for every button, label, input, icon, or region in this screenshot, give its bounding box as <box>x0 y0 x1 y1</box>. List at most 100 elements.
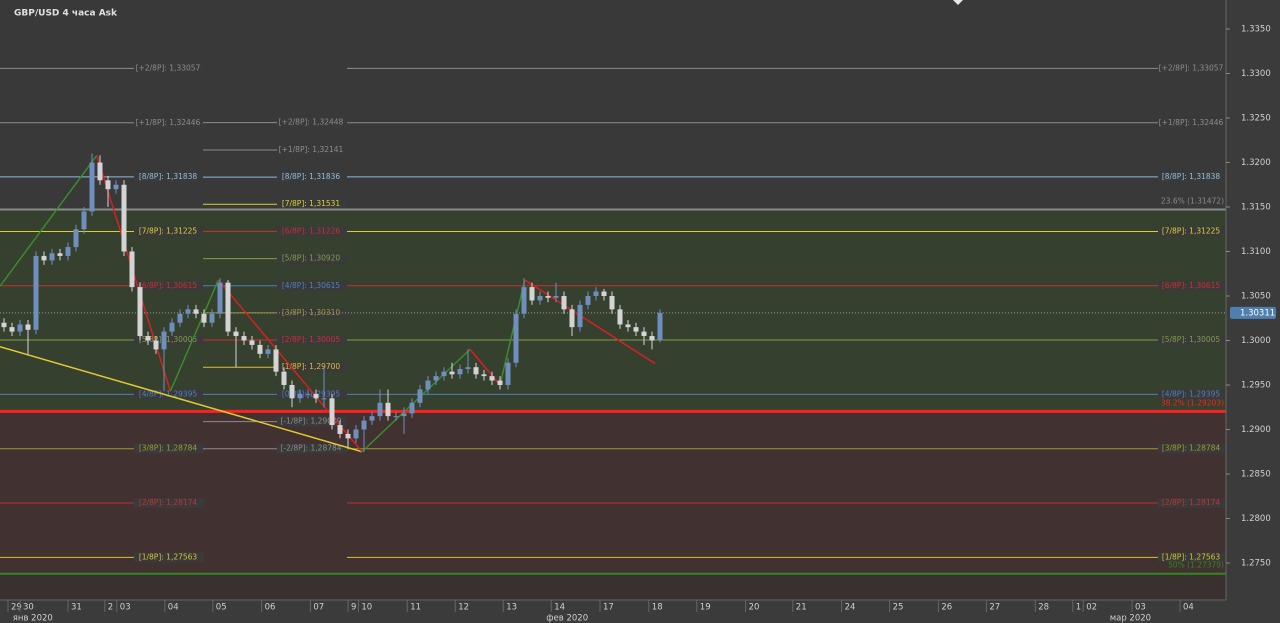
level-label: [2/8P]: 1,30005 <box>282 335 341 344</box>
x-tick-label: 17 <box>603 603 614 613</box>
candle-body <box>489 376 495 381</box>
zigzag-segment <box>169 279 220 392</box>
y-tick-label: 1.3000 <box>1241 336 1271 346</box>
level-label: [6/8P]: 1,30615 <box>1162 281 1221 290</box>
x-tick-label: 26 <box>941 603 952 613</box>
label-bg <box>1158 443 1226 454</box>
y-tick-label: 1.3300 <box>1241 69 1271 79</box>
candle-body <box>217 282 223 314</box>
label-bg <box>277 389 347 400</box>
x-tick-label: 07 <box>313 603 324 613</box>
candle-body <box>233 331 239 337</box>
x-tick-label: 04 <box>168 603 179 613</box>
candle-body <box>33 255 39 330</box>
y-tick-label: 1.3350 <box>1241 25 1271 35</box>
candle-body <box>265 349 271 354</box>
x-tick-label: 30 <box>23 603 34 613</box>
fib-label: 50% (1.27379) <box>1168 561 1224 570</box>
x-tick-label: 03 <box>120 603 131 613</box>
level-label: [3/8P]: 1,28784 <box>1162 444 1221 453</box>
x-tick-label: 10 <box>361 603 372 613</box>
candle-body <box>105 180 111 190</box>
level-label: [7/8P]: 1,31531 <box>282 199 341 208</box>
level-label: [6/8P]: 1,30615 <box>139 281 198 290</box>
level-label: [-1/8P]: 1,29089 <box>280 417 341 426</box>
x-tick-label: 19 <box>700 603 711 613</box>
candle-body <box>473 367 479 375</box>
x-tick-label: 11 <box>410 603 421 613</box>
candle-body <box>65 247 71 256</box>
level-label: [5/8P]: 1,30005 <box>1162 335 1221 344</box>
candle-body <box>185 309 191 314</box>
y-tick-label: 1.2750 <box>1241 558 1271 568</box>
candle-body <box>225 282 231 332</box>
trendline <box>0 346 363 453</box>
zigzag-segment <box>469 348 501 386</box>
label-bg <box>1158 63 1226 74</box>
candle-body <box>209 313 215 323</box>
candle-body <box>89 162 95 212</box>
label-bg <box>134 117 204 128</box>
candle-body <box>361 420 367 430</box>
label-bg <box>277 443 347 454</box>
candle-body <box>449 371 455 375</box>
time-axis-bg <box>0 600 1280 623</box>
label-bg <box>1158 117 1226 128</box>
candle-body <box>353 429 359 439</box>
candle-body <box>73 229 79 248</box>
y-tick-label: 1.2800 <box>1241 514 1271 524</box>
level-label: [7/8P]: 1,31225 <box>139 226 198 235</box>
x-tick-label: 9 <box>351 603 356 613</box>
candle-body <box>561 295 567 310</box>
level-label: [-2/8P]: 1,28784 <box>280 444 341 453</box>
level-label: [4/8P]: 1,29395 <box>139 389 198 398</box>
y-tick-label: 1.3050 <box>1241 291 1271 301</box>
label-bg <box>134 552 204 563</box>
x-tick-label: 29 <box>11 603 22 613</box>
level-label: [5/8P]: 1,30920 <box>282 254 341 263</box>
candle-body <box>153 340 159 350</box>
zigzag-segment <box>0 154 98 287</box>
candle-body <box>345 433 351 439</box>
level-label: [+2/8P]: 1,32448 <box>279 118 344 127</box>
candle-body <box>201 313 207 323</box>
x-tick-label: 21 <box>796 603 807 613</box>
candle-body <box>585 295 591 305</box>
candle-body <box>457 368 463 375</box>
label-bg <box>134 389 204 400</box>
candle-body <box>137 287 143 337</box>
candle-body <box>257 344 263 354</box>
label-bg <box>134 280 204 291</box>
candle-body <box>169 322 175 332</box>
candle-body <box>17 324 23 332</box>
candle-body <box>81 211 87 230</box>
level-label: [4/8P]: 1,30615 <box>282 281 341 290</box>
candle-body <box>9 327 15 332</box>
candle-body <box>657 312 663 341</box>
candle-body <box>465 367 471 369</box>
scroll-marker[interactable] <box>953 0 963 5</box>
candle-body <box>617 309 623 325</box>
label-bg <box>277 117 347 128</box>
level-label: [1/8P]: 1,27563 <box>1162 552 1221 561</box>
candle-body <box>145 336 151 341</box>
label-bg <box>277 144 347 155</box>
candle-body <box>329 398 335 426</box>
level-label: [0/8P]: 1,29395 <box>282 389 341 398</box>
candle-body <box>401 413 407 417</box>
candle-body <box>497 380 503 385</box>
plot: [+2/8P]: 1,33057 [+2/8P]: 1,33057 [+1/8P]:… <box>0 63 1226 575</box>
x-tick-label: 27 <box>989 603 1000 613</box>
candle-body <box>97 162 103 181</box>
label-bg <box>1158 171 1226 182</box>
candle-body <box>505 362 511 385</box>
y-tick-label: 1.3250 <box>1241 114 1271 124</box>
candle-body <box>545 295 551 298</box>
candle-body <box>537 295 543 301</box>
chart-title: GBP/USD 4 часа Ask <box>14 9 118 19</box>
candle-body <box>393 416 399 418</box>
candle-body <box>417 389 423 403</box>
candle-body <box>609 295 615 310</box>
month-label: янв 2020 <box>13 614 53 623</box>
level-label: [1/8P]: 1,29700 <box>282 362 341 371</box>
